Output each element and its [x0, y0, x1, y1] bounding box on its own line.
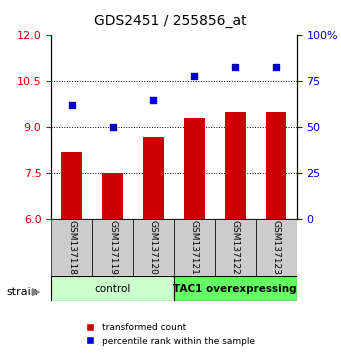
- Point: [110, 125, 115, 130]
- Bar: [61, 152, 82, 354]
- Bar: [143, 137, 164, 354]
- Text: GSM137118: GSM137118: [67, 220, 76, 275]
- Bar: [266, 112, 286, 354]
- Text: GSM137121: GSM137121: [190, 220, 199, 275]
- FancyBboxPatch shape: [174, 276, 297, 301]
- Bar: [102, 173, 123, 354]
- Text: GSM137122: GSM137122: [231, 221, 240, 275]
- Text: GSM137119: GSM137119: [108, 220, 117, 275]
- FancyBboxPatch shape: [256, 219, 297, 276]
- Point: [192, 73, 197, 79]
- Point: [151, 97, 156, 103]
- Text: GDS2451 / 255856_at: GDS2451 / 255856_at: [94, 14, 247, 28]
- Text: GSM137120: GSM137120: [149, 220, 158, 275]
- Legend: transformed count, percentile rank within the sample: transformed count, percentile rank withi…: [82, 320, 259, 349]
- Bar: [184, 118, 205, 354]
- FancyBboxPatch shape: [51, 276, 174, 301]
- Text: GSM137123: GSM137123: [272, 220, 281, 275]
- Bar: [225, 112, 246, 354]
- FancyBboxPatch shape: [133, 219, 174, 276]
- FancyBboxPatch shape: [51, 219, 92, 276]
- FancyBboxPatch shape: [92, 219, 133, 276]
- FancyBboxPatch shape: [174, 219, 215, 276]
- Text: TAC1 overexpressing: TAC1 overexpressing: [174, 284, 297, 293]
- Text: control: control: [94, 284, 131, 293]
- Text: ▶: ▶: [32, 287, 41, 297]
- Text: strain: strain: [7, 287, 39, 297]
- Point: [233, 64, 238, 69]
- Point: [69, 103, 74, 108]
- Point: [273, 64, 279, 69]
- FancyBboxPatch shape: [215, 219, 256, 276]
